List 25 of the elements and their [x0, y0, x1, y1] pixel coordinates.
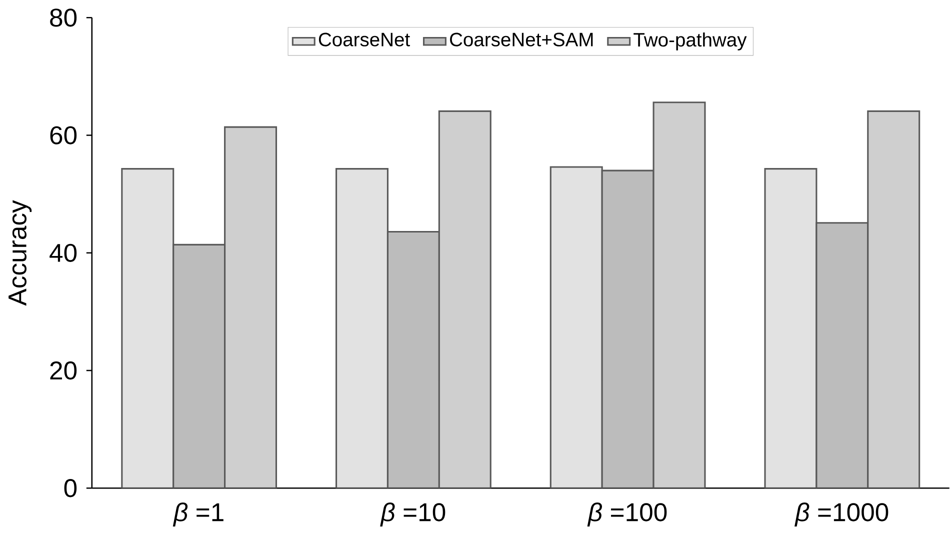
legend-label: CoarseNet	[318, 32, 410, 46]
legend-label: CoarseNet+SAM	[450, 32, 593, 46]
bar	[336, 168, 388, 488]
y-tick-label: 40	[50, 244, 77, 262]
bar	[224, 126, 278, 488]
bar	[172, 244, 226, 488]
bar	[550, 166, 603, 488]
bar	[438, 110, 492, 488]
x-tick-label: β =1000	[794, 502, 888, 526]
bar	[601, 170, 654, 488]
bar	[764, 168, 818, 488]
x-tick-label: β =1	[172, 502, 224, 526]
bar	[652, 102, 706, 488]
x-tick-label: β =10	[380, 502, 446, 526]
y-tick-label: 80	[50, 8, 77, 27]
bar	[121, 168, 174, 488]
y-tick-label: 20	[50, 361, 77, 380]
legend-label: Two-pathway	[634, 32, 747, 50]
bar	[867, 110, 920, 488]
x-tick-label: β =100	[587, 502, 667, 526]
bar	[816, 222, 869, 488]
y-tick-label: 0	[64, 479, 77, 498]
bar	[386, 230, 440, 488]
y-tick-label: 60	[50, 126, 77, 144]
y-axis-title: Accuracy	[8, 200, 32, 306]
